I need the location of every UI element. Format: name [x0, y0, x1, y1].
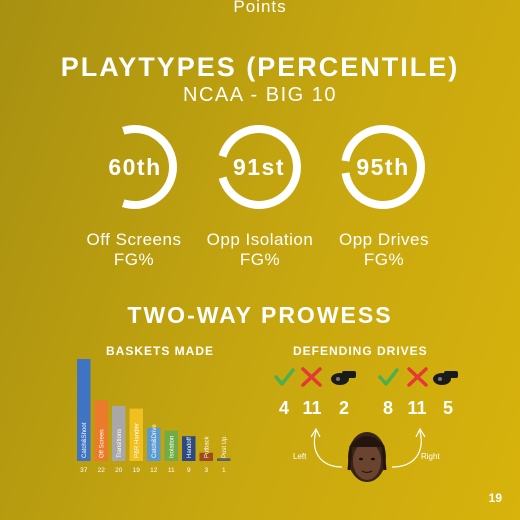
bar-value-label: 11 — [168, 467, 175, 474]
bar-transitions — [112, 405, 126, 461]
off-screens-percentile: 60th — [108, 154, 162, 180]
right-missed: 11 — [407, 398, 427, 418]
baskets-made-subtitle: BASKETS MADE — [106, 344, 215, 358]
section-subtitle: NCAA - BIG 10 — [183, 84, 337, 106]
left-fouls: 2 — [338, 398, 349, 418]
right-direction-label: Right — [421, 452, 440, 461]
baskets-bar-chart: Catch&Shoot 37 Off Screen 22 Transitions 20 P&… — [77, 359, 231, 474]
ring-off-screens — [122, 125, 177, 209]
bar-label: Catch&Drive — [152, 424, 158, 458]
ring-opp-drives — [341, 125, 425, 209]
right-made: 8 — [382, 398, 393, 418]
bar-label: Off Screen — [99, 429, 105, 458]
bar-putback — [199, 452, 213, 461]
right-arrow-icon — [391, 427, 426, 468]
bar-handoff — [182, 436, 196, 461]
drive-direction-arrows — [310, 427, 426, 482]
top-text: Points — [233, 0, 287, 16]
page-number: 19 — [488, 491, 502, 505]
left-check-icon — [274, 368, 295, 386]
opp-isolation-label: Opp Isolation FG% — [206, 230, 314, 269]
bar-catch-drive — [147, 427, 161, 461]
bar-value-label: 19 — [133, 467, 141, 474]
opp-isolation-percentile: 91st — [232, 154, 286, 180]
bar-value-label: 22 — [98, 467, 106, 474]
right-whistle-icon — [433, 371, 458, 385]
opp-drives-label: Opp Drives FG% — [338, 230, 430, 269]
bar-label: Post Up — [222, 436, 228, 458]
bar-catch-shoot — [77, 359, 91, 461]
bar-label: P&R Handler — [134, 423, 140, 458]
ring-opp-isolation — [218, 125, 301, 209]
bar-value-label: 1 — [222, 467, 226, 474]
off-screens-label: Off Screens FG% — [86, 230, 182, 269]
bar-isolation — [164, 430, 178, 461]
defending-drives-subtitle: DEFENDING DRIVES — [293, 344, 428, 358]
left-missed: 11 — [302, 398, 322, 418]
section-title: PLAYTYPES (PERCENTILE) — [60, 52, 460, 82]
bar-value-label: 9 — [187, 467, 191, 474]
right-fouls: 5 — [442, 398, 453, 418]
two-way-title: TWO-WAY PROWESS — [127, 302, 393, 328]
right-x-icon — [407, 367, 428, 387]
bar-value-label: 12 — [150, 467, 158, 474]
bar-value-label: 3 — [204, 467, 208, 474]
percentile-rings — [0, 0, 520, 300]
bar-value-label: 20 — [115, 467, 123, 474]
right-check-icon — [378, 368, 399, 386]
bar-label: Transitions — [117, 429, 123, 458]
bar-off-screen — [94, 400, 108, 461]
defending-icons — [274, 367, 458, 387]
left-direction-label: Left — [293, 452, 307, 461]
left-arrow-icon — [310, 427, 343, 468]
left-whistle-icon — [331, 371, 356, 385]
bar-label: Putback — [204, 435, 210, 458]
bar-value-label: 37 — [80, 467, 88, 474]
left-x-icon — [301, 367, 322, 387]
bar-label: Catch&Shoot — [82, 422, 88, 458]
bar-p-r-handler — [129, 408, 143, 461]
bar-label: Isolation — [169, 436, 175, 458]
player-avatar — [347, 432, 387, 482]
opp-drives-percentile: 95th — [356, 154, 410, 180]
bar-post-up — [217, 458, 231, 461]
left-made: 4 — [278, 398, 289, 418]
bar-label: Handoff — [187, 437, 193, 458]
